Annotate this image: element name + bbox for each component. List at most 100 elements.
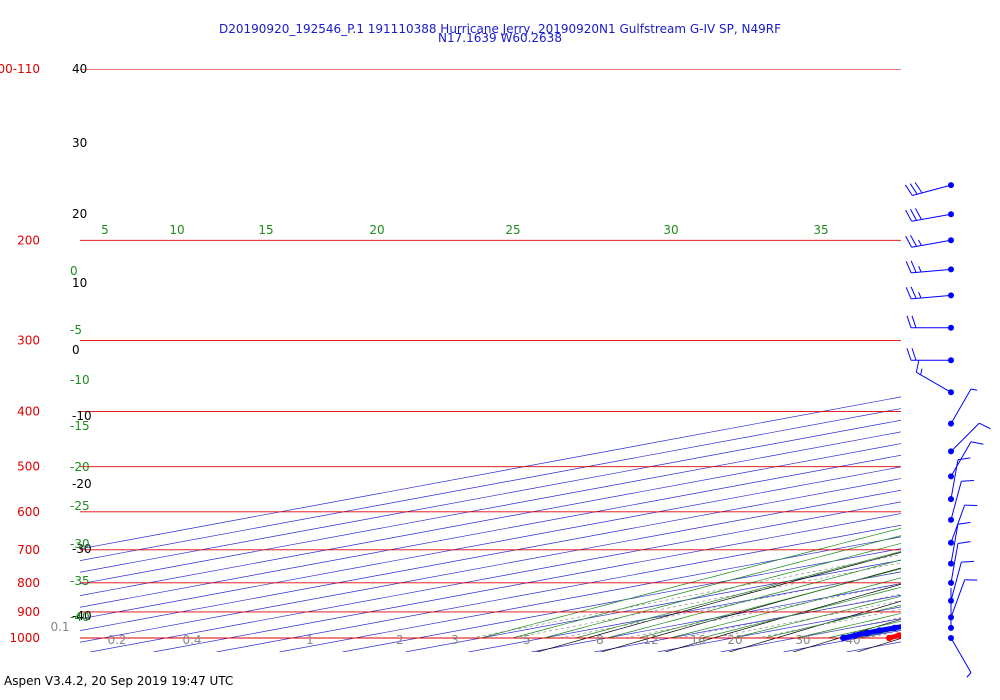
temperature-left-label: 30 — [72, 136, 87, 150]
mixing-ratio-line — [931, 412, 1000, 638]
temperature-left-label: 20 — [72, 207, 87, 221]
mixing-ratio-label: 30 — [795, 633, 810, 647]
moist-adiabat-line — [827, 620, 901, 639]
temperature-left-label: -10 — [72, 409, 92, 423]
mixing-ratio-line — [962, 412, 1000, 638]
pressure-label: 400 — [17, 405, 40, 419]
temperature-left-label: -40 — [72, 609, 92, 623]
moist-adiabat-line — [669, 577, 901, 639]
dry-adiabat-line — [600, 567, 901, 652]
isotherm-line — [80, 408, 901, 561]
moist-adiabat-line — [890, 635, 901, 639]
mixing-ratio-line — [837, 625, 901, 639]
temperature-profile-line — [886, 632, 901, 641]
moist-top-label: 35 — [813, 223, 828, 237]
mixing-ratio-label: 0.2 — [107, 633, 126, 647]
mixing-ratio-line — [559, 571, 901, 639]
moist-top-label: 30 — [663, 223, 678, 237]
dry-adiabat-line — [920, 14, 1000, 653]
dewpoint-profile-point — [917, 620, 923, 626]
wind-barb — [948, 521, 971, 567]
temperature-profile-point — [886, 634, 893, 642]
temperature-left-label: -30 — [72, 542, 92, 556]
isotherm-line — [80, 466, 901, 620]
temperature-profile-point — [904, 630, 910, 636]
isotherm-line — [90, 501, 901, 652]
moist-adiabat-line — [606, 559, 901, 639]
dry-adiabat-line — [792, 618, 901, 652]
mixing-ratio-label: 3 — [451, 633, 459, 647]
isotherm-line — [80, 478, 901, 631]
pressure-label: 300 — [17, 333, 40, 347]
temperature-profile-point — [967, 614, 973, 620]
wind-barb — [905, 235, 954, 248]
moist-adiabat-line — [575, 551, 901, 639]
moist-top-label: 20 — [369, 223, 384, 237]
moist-left-label: -30 — [70, 537, 90, 551]
dewpoint-profile-point — [984, 606, 990, 612]
dewpoint-profile-point — [863, 629, 871, 637]
axis-labels: 100-110200300400500600700800900100040302… — [0, 62, 861, 647]
wind-barb — [905, 208, 954, 222]
isotherm-line — [80, 489, 901, 643]
moist-top-label: 10 — [169, 223, 184, 237]
dewpoint-profile-point — [981, 571, 987, 577]
wind-barb — [905, 260, 954, 274]
wind-barb — [906, 348, 954, 364]
pressure-label: 100-110 — [0, 62, 40, 76]
dewpoint-profile-point — [956, 612, 962, 618]
moist-adiabat-line — [732, 595, 901, 639]
moist-left-label: -35 — [70, 574, 90, 588]
wind-barb — [948, 587, 954, 631]
wind-barb — [904, 182, 954, 196]
temperature-left-label: 40 — [72, 62, 87, 76]
wind-barb — [948, 504, 978, 546]
grid-lines — [80, 14, 1000, 653]
wind-barb — [948, 388, 978, 427]
mixing-ratio-line — [799, 617, 901, 639]
moist-adiabat-line — [512, 535, 901, 639]
mixing-ratio-label: 16 — [690, 633, 705, 647]
moist-adiabat-line — [985, 240, 1000, 638]
temperature-profile-point — [931, 622, 937, 628]
wind-barb — [948, 441, 984, 480]
wind-barb — [905, 286, 954, 300]
mixing-ratio-label: 8 — [596, 633, 604, 647]
pressure-label: 900 — [17, 605, 40, 619]
mixing-ratio-label: 20 — [727, 633, 742, 647]
mixing-ratio-line — [625, 583, 901, 639]
mixing-ratio-label: 1 — [306, 633, 314, 647]
isotherm-line — [80, 454, 901, 608]
isotherm-line — [80, 443, 901, 596]
moist-top-label: 5 — [101, 223, 109, 237]
pressure-label: 800 — [17, 576, 40, 590]
temperature-profile-point — [942, 620, 948, 626]
isotherm-line — [153, 513, 901, 652]
footer-version-timestamp: Aspen V3.4.2, 20 Sep 2019 19:47 UTC — [4, 674, 234, 688]
pressure-label: 200 — [17, 233, 40, 247]
moist-adiabat-line — [922, 240, 1000, 638]
isotherm-line — [279, 536, 901, 652]
moist-adiabat-line — [480, 527, 901, 639]
temperature-profile-point — [922, 625, 928, 631]
pressure-label: 600 — [17, 505, 40, 519]
dewpoint-profile-point — [996, 603, 1000, 609]
dewpoint-profile-point — [876, 627, 883, 634]
dry-adiabat-line — [984, 14, 1000, 653]
moist-adiabat-line — [954, 240, 1000, 638]
pressure-label: 1000 — [9, 631, 40, 645]
mixing-ratio-line — [888, 635, 901, 639]
dry-adiabat-line — [535, 552, 901, 652]
temperature-left-label: -20 — [72, 477, 92, 491]
dewpoint-profile-point — [851, 632, 858, 639]
mixing-ratio-label: 0.1 — [50, 620, 69, 634]
moist-left-label: -15 — [70, 419, 90, 433]
moist-adiabat-line — [543, 543, 901, 639]
wind-barb — [948, 422, 991, 455]
moist-adiabat-line — [858, 628, 901, 639]
mixing-ratio-label: 0.4 — [182, 633, 201, 647]
temperature-profile-point — [993, 609, 999, 615]
moist-left-label: -10 — [70, 373, 90, 387]
isotherm-line — [720, 618, 901, 652]
